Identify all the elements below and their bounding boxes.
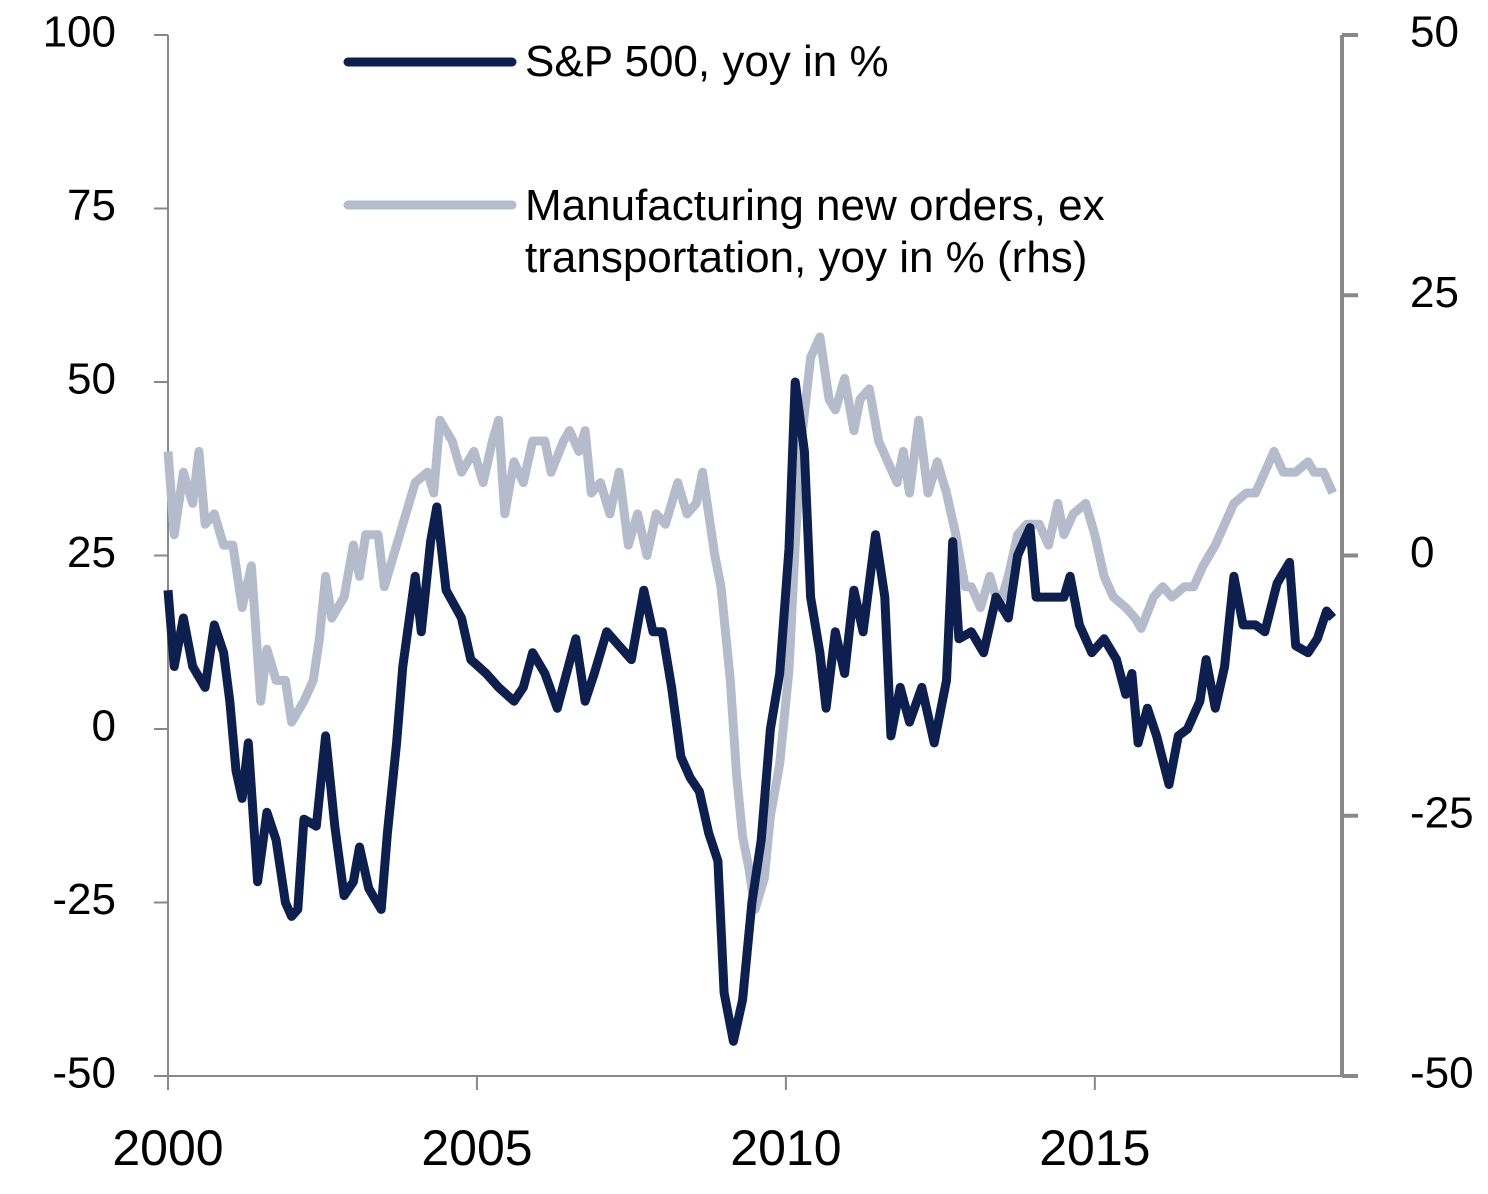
legend-label: S&P 500, yoy in % <box>525 37 889 86</box>
series-line <box>163 332 1337 914</box>
x-tick-label: 2010 <box>730 1120 841 1176</box>
y-tick-label: 25 <box>67 528 116 577</box>
y-tick-label: -50 <box>52 1049 116 1098</box>
x-tick-label: 2005 <box>421 1120 532 1176</box>
y2-tick-label: 50 <box>1410 8 1459 57</box>
y-tick-label: 0 <box>92 702 116 751</box>
x-tick-label: 2000 <box>112 1120 223 1176</box>
series-line <box>163 377 1337 1046</box>
y2-tick-label: 25 <box>1410 268 1459 317</box>
y-tick-label: 75 <box>67 181 116 230</box>
x-tick-label: 2015 <box>1039 1120 1150 1176</box>
y2-tick-label: -25 <box>1410 788 1474 837</box>
y-tick-label: 100 <box>43 8 116 57</box>
y-tick-label: -25 <box>52 875 116 924</box>
y2-tick-label: -50 <box>1410 1049 1474 1098</box>
y2-tick-label: 0 <box>1410 528 1434 577</box>
y-tick-label: 50 <box>67 355 116 404</box>
legend-label: Manufacturing new orders, ex transportat… <box>525 181 1105 282</box>
